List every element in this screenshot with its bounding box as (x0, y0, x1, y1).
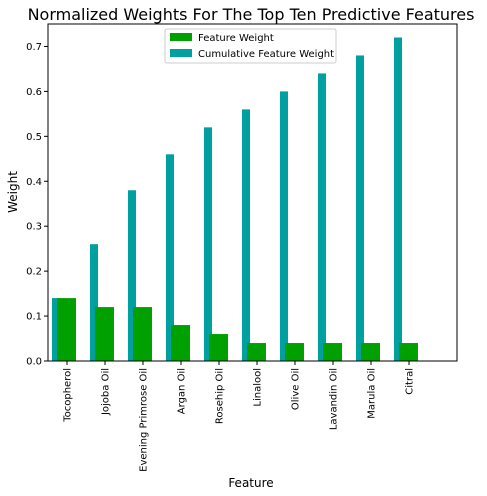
bar-feature-weight-argan-oil (171, 325, 190, 361)
x-axis: Tocopherol Jojoba Oil Evening Primrose Oil… (63, 361, 416, 472)
bar-cumulative-argan-oil (166, 154, 174, 361)
bar-feature-weight-rosehip-oil (209, 334, 228, 361)
bar-cumulative-olive-oil (280, 91, 288, 362)
legend-box (164, 28, 337, 64)
x-axis-label: Feature (228, 476, 273, 490)
bar-cumulative-marula-oil (356, 55, 364, 361)
x-tick-label-jojoba-oil: Jojoba Oil (101, 368, 112, 416)
bar-feature-weight-olive-oil (285, 343, 304, 361)
bar-cumulative-rosehip-oil (204, 127, 212, 361)
legend: Feature Weight Cumulative Feature Weight (164, 28, 337, 64)
bar-feature-weight-citral (399, 343, 418, 361)
plot-frame (47, 23, 458, 362)
x-tick-label-marula-oil: Marula Oil (367, 368, 378, 419)
x-tick-label-evening-primrose-oil: Evening Primrose Oil (139, 368, 150, 472)
legend-swatch-feature-weight (170, 33, 192, 41)
x-tick-label-linalool: Linalool (253, 368, 264, 407)
bars (52, 37, 418, 362)
bar-cumulative-tocopherol (52, 298, 60, 361)
y-axis: 0.0 0.1 0.2 0.3 0.4 0.5 0.6 0.7 (26, 42, 48, 368)
bar-cumulative-jojoba-oil (90, 244, 98, 361)
x-tick-label-rosehip-oil: Rosehip Oil (215, 368, 226, 424)
bar-cumulative-linalool (242, 109, 250, 361)
bar-cumulative-evening-primrose-oil (128, 190, 136, 361)
legend-label-cumulative-feature-weight: Cumulative Feature Weight (198, 49, 334, 60)
y-tick-label: 0.7 (26, 42, 42, 53)
y-tick-label: 0.0 (26, 357, 42, 368)
x-tick-label-olive-oil: Olive Oil (291, 368, 302, 410)
bar-cumulative-citral (394, 37, 402, 361)
y-tick-label: 0.4 (26, 177, 42, 188)
bar-cumulative-lavandin-oil (318, 73, 326, 361)
bar-feature-weight-evening-primrose-oil (133, 307, 152, 361)
y-tick-label: 0.2 (26, 267, 42, 278)
y-tick-label: 0.5 (26, 132, 42, 143)
x-tick-label-citral: Citral (405, 368, 416, 395)
bar-feature-weight-marula-oil (361, 343, 380, 361)
y-axis-label: Weight (6, 171, 20, 213)
legend-swatch-cumulative-feature-weight (170, 49, 192, 57)
bar-feature-weight-linalool (247, 343, 266, 361)
bar-feature-weight-tocopherol (57, 298, 76, 361)
y-tick-label: 0.3 (26, 222, 42, 233)
chart-title: Normalized Weights For The Top Ten Predi… (28, 5, 475, 24)
x-tick-label-lavandin-oil: Lavandin Oil (329, 368, 340, 430)
bar-feature-weight-jojoba-oil (95, 307, 114, 361)
bar-feature-weight-lavandin-oil (323, 343, 342, 361)
x-tick-label-argan-oil: Argan Oil (177, 368, 188, 414)
y-tick-label: 0.6 (26, 87, 42, 98)
legend-label-feature-weight: Feature Weight (198, 33, 274, 44)
y-tick-label: 0.1 (26, 312, 42, 323)
x-tick-label-tocopherol: Tocopherol (63, 368, 74, 423)
